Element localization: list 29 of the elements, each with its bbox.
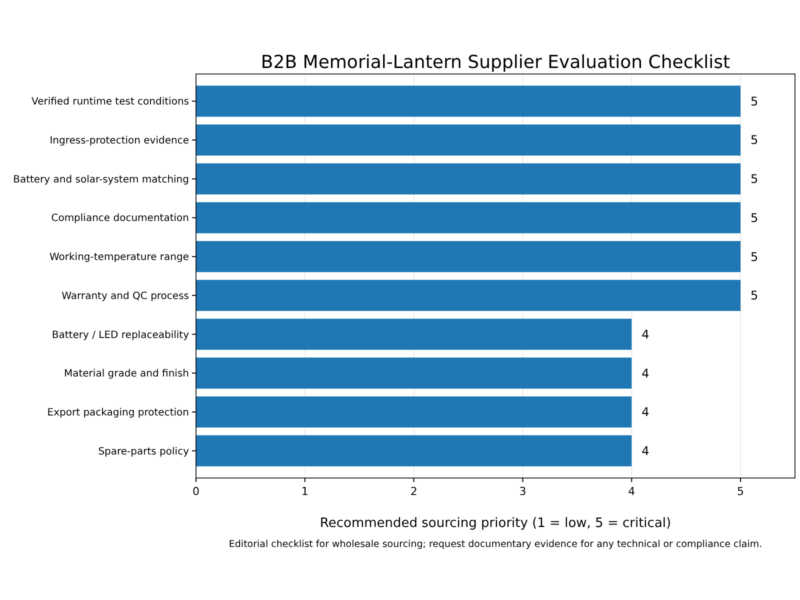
- data-label: 4: [642, 444, 650, 458]
- x-tick-label: 3: [519, 485, 526, 498]
- x-tick-label: 5: [737, 485, 744, 498]
- data-label: 4: [642, 327, 650, 342]
- y-tick-label: Material grade and finish: [64, 368, 189, 380]
- y-tick-label: Export packaging protection: [47, 407, 189, 418]
- text: Editorial checklist for wholesale sourcing; request documentary evidence for any technical or compliance claim.: [228, 539, 762, 550]
- data-label: 5: [750, 250, 758, 264]
- y-tick-label: Ingress-protection evidence: [50, 136, 189, 147]
- chart-title: B2B Memorial-Lantern Supplier Evaluation Checklist: [260, 52, 730, 73]
- y-tick-label: Working-temperature range: [49, 252, 189, 264]
- data-label: 4: [642, 405, 650, 420]
- x-tick-label: 2: [410, 485, 418, 498]
- data-label: 5: [750, 288, 758, 303]
- y-tick-label: Spare-parts policy: [98, 446, 190, 458]
- data-label: 5: [750, 94, 758, 108]
- y-tick-label: Verified runtime test conditions: [32, 96, 189, 108]
- x-axis-title: Recommended sourcing priority (1 = low, 5 = critical): [320, 516, 672, 531]
- data-label: 5: [750, 133, 758, 148]
- data-label: 5: [750, 210, 758, 225]
- data-label: 4: [642, 366, 650, 380]
- x-tick-label: 1: [301, 485, 308, 498]
- y-tick-label: Battery and solar-system matching: [13, 174, 189, 186]
- x-tick-label: 4: [628, 485, 636, 498]
- y-tick-label: Warranty and QC process: [62, 290, 189, 302]
- y-tick-label: Battery / LED replaceability: [52, 330, 190, 341]
- y-tick-label: Compliance documentation: [51, 213, 189, 224]
- data-label: 5: [750, 172, 758, 186]
- x-tick-label: 0: [192, 485, 200, 498]
